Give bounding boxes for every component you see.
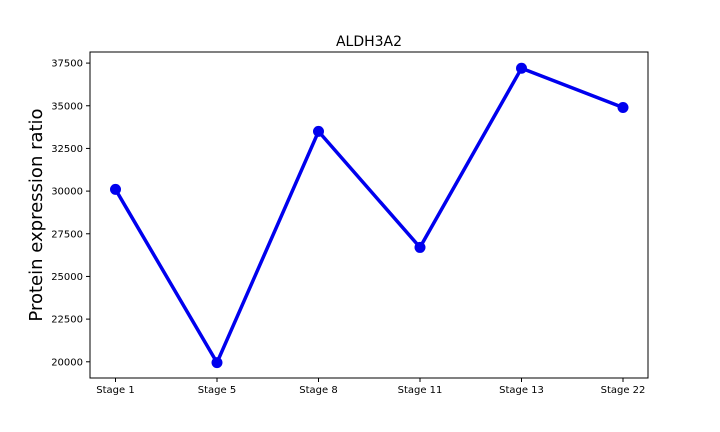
data-point <box>211 357 223 369</box>
y-tick-label: 20000 <box>51 357 83 368</box>
data-point <box>110 183 121 195</box>
y-axis-title: Protein expression ratio <box>26 108 47 321</box>
x-tick-label: Stage 13 <box>499 385 544 396</box>
x-tick-label: Stage 11 <box>398 385 443 396</box>
x-tick-label: Stage 22 <box>601 385 646 396</box>
y-tick-label: 22500 <box>51 315 83 326</box>
x-tick-label: Stage 8 <box>299 385 337 396</box>
y-tick-label: 25000 <box>51 272 83 283</box>
data-point <box>313 125 324 137</box>
y-tick-label: 32500 <box>51 144 83 155</box>
x-tick-label: Stage 1 <box>96 385 134 396</box>
chart-title: ALDH3A2 <box>336 34 402 50</box>
data-point <box>516 62 527 74</box>
data-point <box>414 241 426 253</box>
y-tick-label: 37500 <box>51 59 83 70</box>
y-axis: 20000 22500 25000 27500 30000 32500 35000 37500 <box>51 59 90 368</box>
y-tick-label: 35000 <box>51 101 83 112</box>
x-tick-label: Stage 5 <box>198 385 236 396</box>
plot-frame <box>89 51 649 379</box>
series-line <box>113 66 624 365</box>
data-point <box>617 101 629 113</box>
x-axis: Stage 1 Stage 5 Stage 8 Stage 11 Stage 13 Sta… <box>96 378 645 396</box>
y-tick-label: 30000 <box>51 187 83 198</box>
y-tick-label: 27500 <box>51 229 83 240</box>
series-layer <box>110 62 629 369</box>
